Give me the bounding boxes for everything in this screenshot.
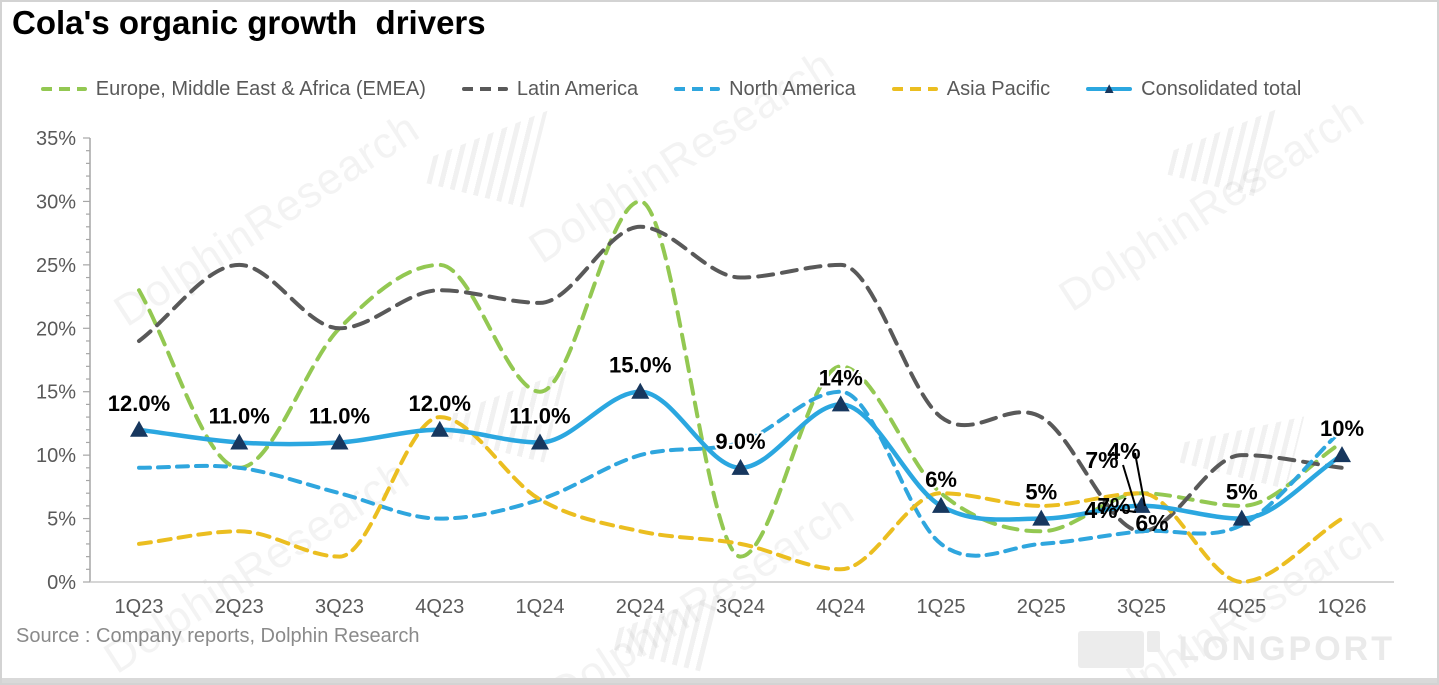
marker-triangle-2q25 (1032, 509, 1051, 526)
data-label-1q26: 10% (1320, 416, 1364, 441)
legend-label: Asia Pacific (946, 77, 1051, 100)
legend-label: Latin America (516, 77, 639, 100)
y-tick-label: 35% (36, 128, 76, 150)
annotation-leader-line (1119, 509, 1137, 513)
x-tick-label: 4Q24 (816, 596, 865, 618)
data-label-1q23: 12.0% (108, 391, 170, 416)
x-tick-label: 3Q24 (716, 596, 765, 618)
legend-item-latin-america: Latin America (461, 77, 639, 101)
annotation-label: 4% (1107, 438, 1140, 464)
legend-marker-triangle-icon: ▲ (1101, 79, 1117, 97)
marker-triangle-4q24 (831, 395, 850, 412)
legend-item-asia-pacific: Asia Pacific (891, 77, 1051, 101)
annotation-label: 7% (1097, 493, 1130, 519)
data-label-2q25: 5% (1025, 480, 1057, 505)
legend-swatch-asia-pacific (891, 87, 938, 91)
x-tick-label: 2Q24 (616, 596, 665, 618)
x-tick-label: 3Q23 (315, 596, 364, 618)
chart-legend: Europe, Middle East & Africa (EMEA) Latin… (40, 76, 1301, 102)
x-tick-label: 1Q26 (1318, 596, 1367, 618)
marker-triangle-1q26 (1333, 446, 1351, 463)
x-tick-label: 2Q25 (1017, 596, 1066, 618)
data-label-2q23: 11.0% (209, 403, 270, 428)
source-note: Source : Company reports, Dolphin Resear… (16, 625, 420, 647)
legend-swatch-latin-america (461, 87, 508, 91)
legend-swatch-consolidated-total: ▲ (1086, 81, 1133, 96)
series-line-asia-pacific (137, 415, 1344, 585)
legend-label: Europe, Middle East & Africa (EMEA) (95, 77, 426, 100)
data-label-1q24: 11.0% (509, 403, 570, 428)
series-line-latin-america (137, 224, 1344, 534)
marker-triangle-1q23 (130, 420, 148, 437)
marker-triangle-2q24 (631, 382, 650, 399)
x-tick-label: 2Q23 (215, 596, 264, 618)
data-label-4q24: 14% (819, 365, 863, 390)
y-tick-label: 0% (47, 572, 76, 594)
marker-triangle-4q23 (430, 420, 449, 437)
series-line-north-america (137, 389, 1344, 558)
y-tick-label: 15% (36, 382, 76, 404)
annotation-label: 7% (1085, 447, 1118, 473)
y-tick-label: 5% (47, 509, 76, 531)
marker-triangle-2q23 (230, 433, 249, 450)
x-tick-label: 4Q25 (1217, 596, 1266, 618)
x-tick-label: 3Q25 (1117, 596, 1166, 618)
legend-swatch-europe-middle-east-africa-emea (40, 87, 87, 91)
legend-item-europe-middle-east-africa-emea: Europe, Middle East & Africa (EMEA) (40, 77, 426, 101)
marker-triangle-3q25 (1132, 496, 1151, 513)
data-label-1q25: 6% (925, 467, 957, 492)
bottom-border (2, 678, 1437, 683)
data-label-3q23: 11.0% (309, 403, 370, 428)
marker-triangle-3q24 (731, 458, 750, 475)
x-tick-label: 4Q23 (415, 596, 464, 618)
y-tick-label: 25% (36, 255, 76, 277)
y-tick-label: 10% (36, 445, 76, 467)
annotation-label: 6% (1135, 510, 1168, 536)
annotation-leader-line (1134, 452, 1146, 507)
legend-label: Consolidated total (1141, 77, 1302, 100)
annotation-label: 4% (1084, 497, 1117, 523)
x-tick-label: 1Q25 (917, 596, 966, 618)
legend-swatch-north-america (674, 87, 721, 91)
legend-item-consolidated-total: ▲ Consolidated total (1086, 78, 1301, 101)
legend-item-north-america: North America (674, 78, 856, 101)
x-tick-label: 1Q24 (516, 596, 565, 618)
legend-label: North America (729, 77, 856, 100)
marker-triangle-4q25 (1232, 509, 1251, 526)
y-tick-label: 30% (36, 191, 76, 213)
annotation-leader-line (1122, 464, 1137, 509)
data-label-4q25: 5% (1226, 480, 1258, 505)
data-label-3q24: 9.0% (715, 429, 765, 454)
longport-logo-text: LONGPORT (1178, 630, 1395, 668)
page-title: Cola's organic growth drivers (12, 4, 486, 41)
longport-watermark: LONGPORT (1078, 630, 1395, 669)
y-tick-label: 20% (36, 318, 76, 340)
data-label-4q23: 12.0% (409, 391, 471, 416)
longport-logo-icon (1078, 631, 1161, 668)
marker-triangle-1q25 (932, 496, 950, 513)
marker-triangle-3q23 (330, 433, 349, 450)
marker-triangle-1q24 (531, 433, 549, 450)
data-label-2q24: 15.0% (609, 353, 671, 378)
x-tick-label: 1Q23 (115, 596, 164, 618)
